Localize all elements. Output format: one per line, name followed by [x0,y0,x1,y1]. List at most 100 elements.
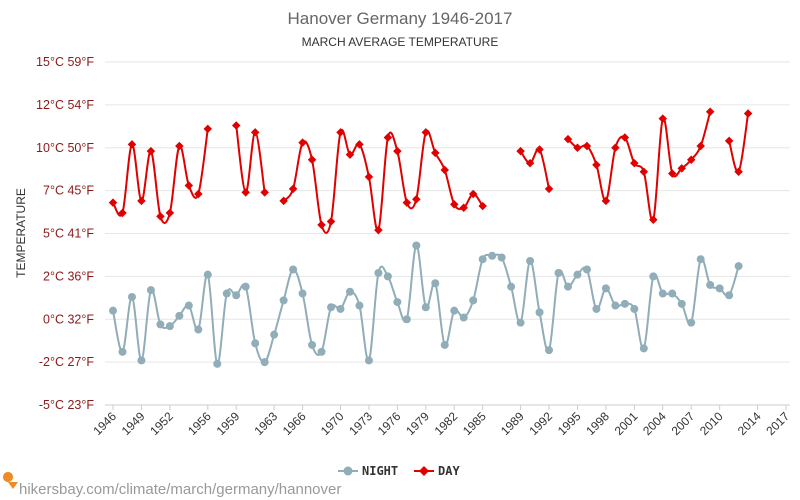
day-point[interactable] [468,189,478,199]
night-point[interactable] [535,308,544,317]
day-point[interactable] [393,146,402,156]
night-point[interactable] [630,304,639,313]
night-point[interactable] [317,347,326,356]
day-point[interactable] [194,189,203,199]
night-point[interactable] [488,251,497,260]
night-point[interactable] [649,272,658,281]
night-point[interactable] [175,311,184,320]
night-point[interactable] [308,340,317,349]
day-point[interactable] [412,194,421,204]
day-point[interactable] [611,143,620,152]
night-point[interactable] [156,320,165,329]
night-point[interactable] [251,339,260,348]
night-point[interactable] [687,318,696,327]
night-point[interactable] [412,241,421,250]
night-point[interactable] [658,289,667,298]
day-point[interactable] [743,109,753,118]
night-point[interactable] [668,289,677,298]
night-point[interactable] [298,289,307,298]
night-point[interactable] [507,282,516,291]
night-point[interactable] [270,330,279,339]
day-point[interactable] [383,133,393,142]
day-point[interactable] [336,128,345,137]
night-point[interactable] [383,272,392,281]
day-point[interactable] [431,148,440,158]
day-point[interactable] [146,146,156,156]
night-point[interactable] [118,347,127,356]
night-point[interactable] [336,304,345,313]
night-point[interactable] [715,284,724,293]
night-point[interactable] [289,265,298,274]
night-point[interactable] [734,262,743,271]
night-point[interactable] [279,296,288,305]
day-point[interactable] [108,198,118,207]
day-point[interactable] [203,124,213,134]
day-point[interactable] [402,198,412,207]
night-point[interactable] [696,255,705,264]
night-point[interactable] [241,282,250,291]
day-point[interactable] [449,200,459,209]
legend-item-night[interactable]: NIGHT [338,464,398,478]
day-point[interactable] [620,133,630,142]
night-point[interactable] [421,303,430,312]
night-point[interactable] [109,306,117,315]
day-point[interactable] [156,212,165,221]
night-point[interactable] [327,303,336,312]
night-point[interactable] [364,356,373,365]
night-point[interactable] [725,291,734,300]
night-point[interactable] [601,284,610,293]
day-point[interactable] [250,128,260,137]
night-point[interactable] [194,325,203,334]
night-point[interactable] [639,344,648,353]
day-point[interactable] [459,203,468,213]
night-point[interactable] [345,287,354,296]
night-point[interactable] [402,315,411,324]
legend-item-day[interactable]: DAY [414,464,460,478]
night-point[interactable] [497,253,506,262]
day-point[interactable] [317,220,326,230]
night-point[interactable] [469,296,478,305]
night-point[interactable] [137,356,146,365]
night-point[interactable] [232,291,241,300]
night-point[interactable] [146,286,155,295]
day-point[interactable] [345,150,355,159]
night-point[interactable] [592,304,601,313]
night-point[interactable] [554,268,563,277]
watermark-text[interactable]: hikersbay.com/climate/march/germany/hann… [19,481,341,498]
night-point[interactable] [545,346,554,355]
day-point[interactable] [421,128,431,137]
night-point[interactable] [355,301,364,310]
night-point[interactable] [203,270,212,279]
night-point[interactable] [582,265,591,274]
night-point[interactable] [459,313,468,322]
day-point[interactable] [279,196,288,206]
day-point[interactable] [724,136,734,146]
day-point[interactable] [241,188,250,197]
day-point[interactable] [137,196,146,206]
night-point[interactable] [374,268,383,277]
day-point[interactable] [175,141,184,151]
day-point[interactable] [307,155,317,164]
night-point[interactable] [611,301,620,310]
night-point[interactable] [260,358,269,367]
night-point[interactable] [440,340,449,349]
day-point[interactable] [184,181,194,190]
night-point[interactable] [526,256,535,265]
night-point[interactable] [127,292,136,301]
day-point[interactable] [696,141,705,151]
day-point[interactable] [298,138,307,147]
day-point[interactable] [592,160,601,170]
day-point[interactable] [639,167,649,177]
night-point[interactable] [677,299,686,308]
night-point[interactable] [478,255,487,264]
day-point[interactable] [544,184,554,194]
day-point[interactable] [260,188,269,197]
day-point[interactable] [705,107,715,116]
day-point[interactable] [127,140,137,149]
day-point[interactable] [118,208,127,218]
day-point[interactable] [165,208,175,218]
night-point[interactable] [184,301,193,310]
day-point[interactable] [288,184,298,194]
day-point[interactable] [478,201,487,211]
night-point[interactable] [573,270,582,279]
